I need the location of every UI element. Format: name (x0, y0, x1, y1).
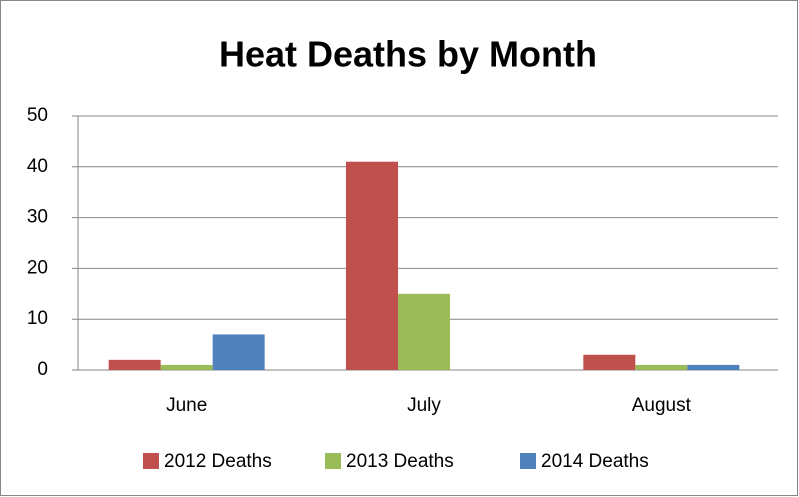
chart-title: Heat Deaths by Month (219, 34, 597, 75)
y-tick-label: 20 (27, 257, 48, 278)
x-tick-label: June (166, 395, 207, 416)
y-tick-label: 40 (27, 156, 48, 177)
bar (687, 364, 740, 370)
bar (212, 334, 265, 370)
legend-label: 2014 Deaths (541, 451, 649, 472)
y-tick-label: 50 (27, 105, 48, 126)
legend-label: 2012 Deaths (164, 451, 272, 472)
bar (108, 359, 161, 370)
legend-swatch (520, 453, 536, 469)
bar (398, 293, 450, 370)
bar (583, 354, 636, 370)
y-tick-label: 10 (27, 308, 48, 329)
legend-swatch (325, 453, 341, 469)
bar (346, 161, 398, 370)
y-tick-label: 30 (27, 207, 48, 228)
x-tick-label: August (632, 395, 692, 416)
legend-swatch (143, 453, 159, 469)
bar (160, 364, 213, 370)
legend-label: 2013 Deaths (346, 451, 454, 472)
y-tick-label: 0 (37, 359, 48, 380)
x-tick-label: July (407, 395, 441, 416)
bar (635, 364, 688, 370)
